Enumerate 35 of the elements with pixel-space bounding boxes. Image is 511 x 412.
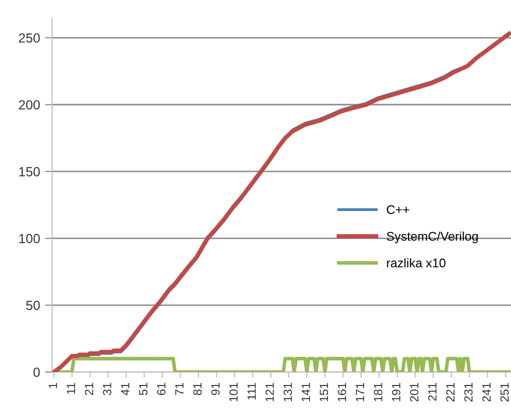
x-tick-label: 101: [229, 383, 238, 402]
x-tick-label: 81: [193, 383, 202, 396]
x-tick-label: 151: [320, 383, 328, 402]
x-tick-label: 1: [48, 383, 57, 388]
x-tick-label: 31: [102, 383, 112, 396]
x-tick-label: 131: [284, 383, 292, 402]
x-tick-label: 181: [374, 383, 382, 402]
x-tick-label: 161: [338, 383, 346, 402]
y-tick-label: 150: [19, 167, 40, 176]
x-tick-label: 11: [66, 383, 76, 394]
x-tick-label: 231: [464, 383, 473, 402]
x-tick-label: 221: [446, 383, 454, 402]
x-tick-label: 121: [266, 383, 274, 402]
legend-label: C++: [386, 205, 410, 214]
x-tick-label: 191: [392, 383, 400, 402]
x-tick-label: 171: [356, 383, 364, 402]
x-tick-label: 251: [500, 383, 509, 402]
x-tick-label: 211: [428, 383, 436, 401]
x-tick-label: 21: [84, 383, 94, 395]
x-tick-label: 91: [211, 383, 220, 396]
x-tick-label: 41: [121, 383, 130, 396]
x-tick-label: 71: [175, 383, 184, 395]
x-tick-label: 201: [410, 383, 418, 402]
x-tick-label: 141: [302, 383, 310, 402]
x-tick-label: 241: [482, 383, 491, 402]
legend-label: razlika x10: [387, 258, 446, 268]
legend-label: SystemC/Verilog: [386, 232, 478, 244]
y-tick-label: 200: [18, 100, 40, 110]
x-tick-label: 111: [248, 383, 256, 400]
y-tick-label: 250: [18, 33, 40, 43]
x-tick-label: 51: [139, 383, 148, 396]
y-tick-label: 0: [33, 368, 40, 377]
y-tick-label: 100: [19, 234, 40, 244]
y-tick-label: 50: [26, 300, 40, 310]
x-tick-label: 61: [157, 383, 166, 395]
